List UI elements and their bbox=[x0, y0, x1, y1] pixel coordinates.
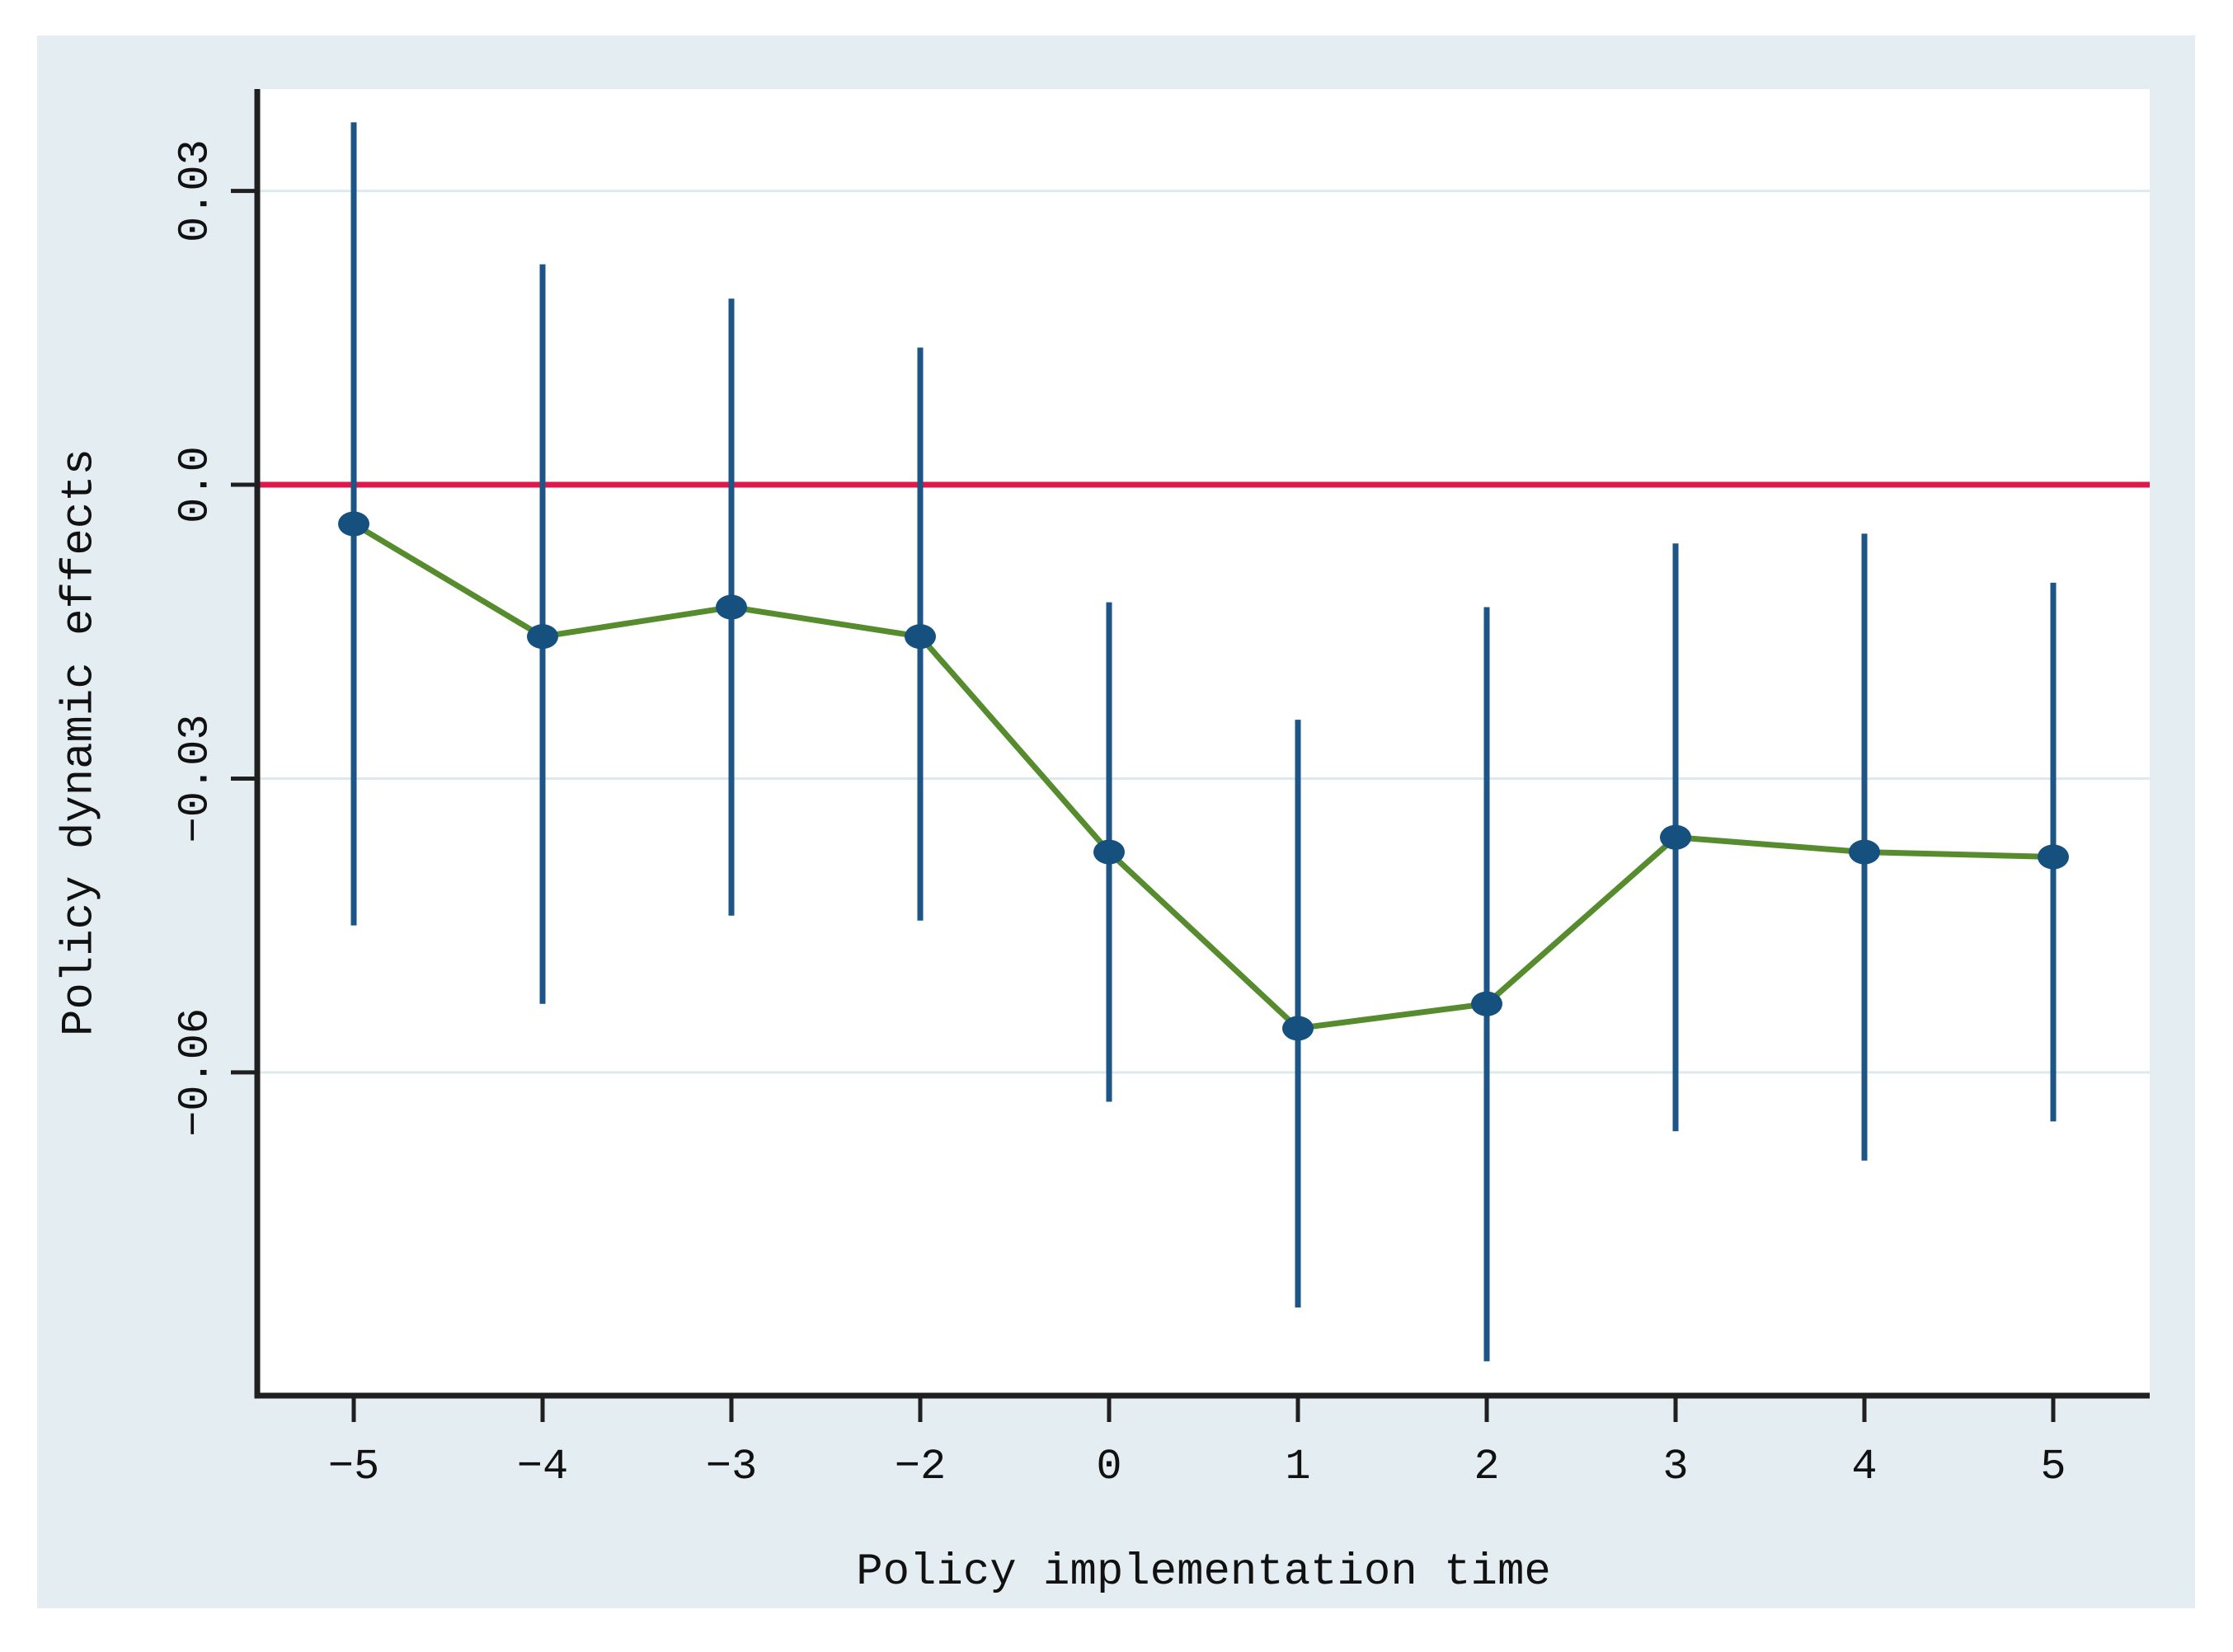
data-point bbox=[1282, 1016, 1314, 1041]
y-tick-label: −0.06 bbox=[172, 1008, 220, 1137]
x-tick-label: −4 bbox=[517, 1443, 568, 1491]
x-tick-label: 2 bbox=[1474, 1443, 1499, 1491]
x-tick-label: 4 bbox=[1851, 1443, 1877, 1491]
data-point bbox=[1660, 824, 1691, 850]
y-axis-ticks: 0.03 0.0 −0.03 −0.06 bbox=[172, 139, 257, 1137]
data-point bbox=[716, 594, 747, 620]
y-tick-label: 0.0 bbox=[172, 446, 220, 523]
x-tick-label: 5 bbox=[2040, 1443, 2066, 1491]
data-point bbox=[338, 511, 369, 537]
y-axis-title: Policy dynamic effects bbox=[55, 448, 106, 1036]
x-axis-title: Policy implementation time bbox=[856, 1547, 1551, 1598]
x-tick-label: −3 bbox=[706, 1443, 757, 1491]
x-tick-label: −5 bbox=[328, 1443, 379, 1491]
gridlines bbox=[257, 190, 2150, 1074]
x-tick-label: 3 bbox=[1662, 1443, 1688, 1491]
data-point bbox=[1471, 991, 1502, 1016]
data-point bbox=[2038, 844, 2069, 870]
markers bbox=[338, 511, 2069, 1041]
x-tick-label: 0 bbox=[1096, 1443, 1121, 1491]
data-point bbox=[1093, 839, 1125, 865]
x-tick-label: 1 bbox=[1285, 1443, 1310, 1491]
data-point bbox=[905, 624, 936, 650]
data-point bbox=[527, 624, 558, 650]
y-tick-label: −0.03 bbox=[172, 714, 220, 842]
plot-area bbox=[257, 89, 2150, 1396]
data-point bbox=[1849, 839, 1880, 865]
x-tick-label: −2 bbox=[895, 1443, 946, 1491]
y-tick-label: 0.03 bbox=[172, 139, 220, 242]
estimate-series-line bbox=[352, 521, 2054, 1031]
x-axis-ticks: −5 −4 −3 −2 0 1 2 3 4 5 bbox=[328, 1396, 2066, 1491]
